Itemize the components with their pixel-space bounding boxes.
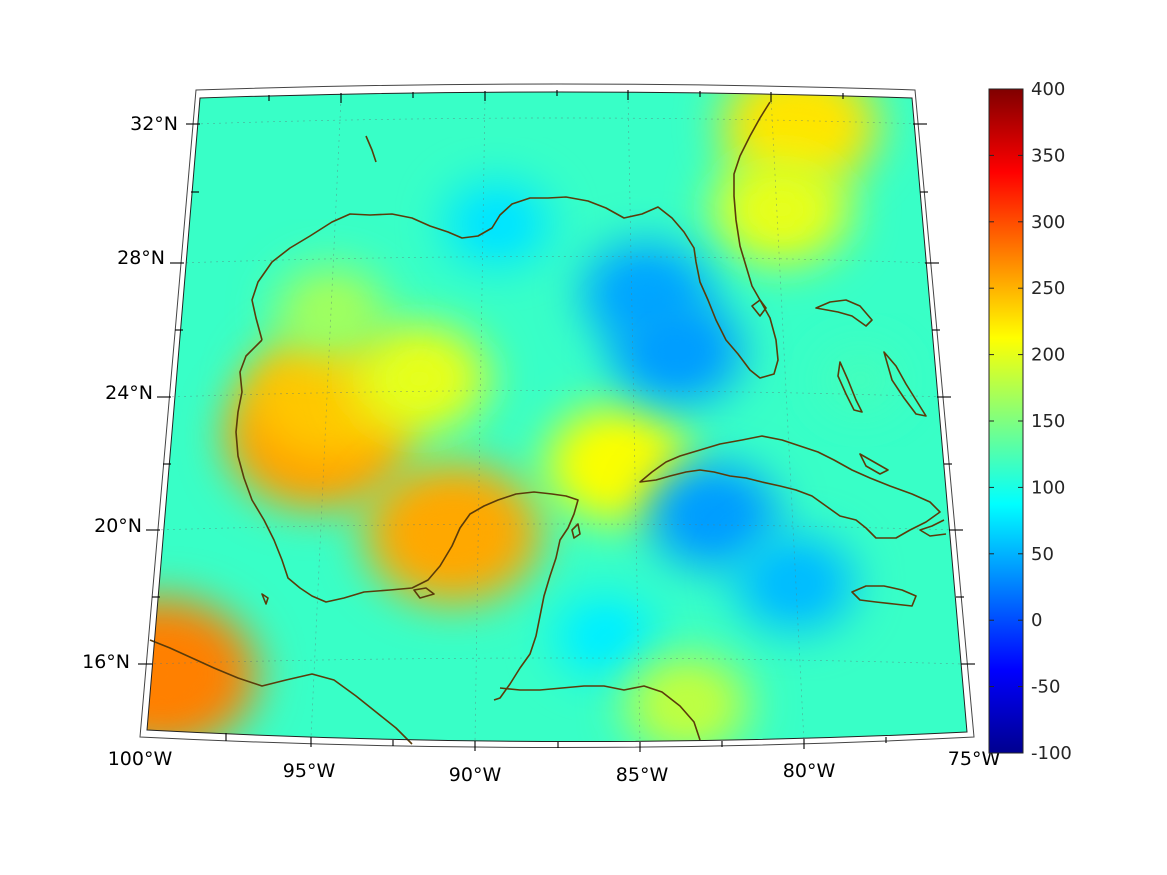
colorbar-tick-label: 50: [1031, 544, 1054, 565]
heatmap-anomaly-core-10: [654, 331, 701, 372]
colorbar-tick-label: 350: [1031, 145, 1065, 166]
mexico-gulf-coastline: [235, 339, 579, 701]
heatmap-anomalies: [147, 92, 903, 742]
colorbar-gradient: [989, 89, 1023, 753]
small-islands: [261, 135, 435, 605]
jamaica-coastline: [851, 585, 917, 607]
colorbar-tick-label: 100: [1031, 477, 1065, 498]
map-frame: [139, 83, 975, 748]
lon-label-100w: 100°W: [108, 748, 173, 770]
bahamas-coastline: [815, 299, 927, 475]
heatmap-anomaly-core-3: [147, 645, 196, 703]
longitude-frame-ticks: [225, 90, 887, 752]
heatmap-anomaly-core-12: [773, 564, 817, 602]
colorbar-tick-label: 250: [1031, 278, 1065, 299]
lat-label-32n: 32°N: [130, 113, 178, 135]
heatmap-anomaly-core-15: [665, 685, 710, 724]
cuba-coastline: [639, 435, 941, 539]
lat-label-20n: 20°N: [94, 515, 142, 537]
pacific-coastline: [149, 639, 413, 745]
colorbar-tick-label: 200: [1031, 345, 1065, 366]
longitude-labels: 100°W 95°W 90°W 85°W 80°W 75°W: [108, 748, 1001, 786]
colorbar-tick-label: 400: [1031, 79, 1065, 100]
lon-label-75w: 75°W: [948, 748, 1001, 770]
lat-label-16n: 16°N: [82, 651, 130, 673]
heatmap-anomaly-core-14: [586, 620, 624, 652]
colorbar-tick-label: -50: [1031, 677, 1060, 698]
graticule: [147, 94, 963, 745]
coastlines: [149, 101, 947, 745]
heatmap-anomaly-core-11: [690, 495, 737, 536]
heatmap-anomaly-core-13: [478, 207, 517, 240]
hispaniola-coastline: [919, 519, 947, 537]
colorbar-tick-label: 0: [1031, 610, 1042, 631]
lat-label-28n: 28°N: [117, 247, 165, 269]
colorbar: 400 350 300 250 200 150 100 50 0 -50 -100: [988, 79, 1072, 764]
colorbar-tick-label: -100: [1031, 743, 1072, 764]
central-america-coastline: [499, 685, 701, 741]
lat-label-24n: 24°N: [105, 382, 153, 404]
heatmap-anomaly-core-4: [395, 357, 445, 400]
lon-label-85w: 85°W: [616, 764, 669, 786]
cozumel-island: [571, 523, 581, 539]
heatmap-anomaly-core-8: [757, 188, 807, 231]
heatmap-anomaly-core-7: [772, 101, 828, 149]
colorbar-tick-label: 300: [1031, 212, 1065, 233]
lon-label-95w: 95°W: [283, 760, 336, 782]
colorbar-ticks: 400 350 300 250 200 150 100 50 0 -50 -100: [989, 79, 1072, 764]
heatmap-anomaly-core-6: [592, 442, 645, 487]
latitude-frame-ticks: [138, 123, 975, 665]
lon-label-90w: 90°W: [449, 764, 502, 786]
heatmap-anomaly-core-5: [311, 294, 352, 329]
lon-label-80w: 80°W: [783, 760, 836, 782]
heatmap-anomaly-core-1: [301, 371, 360, 422]
colorbar-tick-label: 150: [1031, 411, 1065, 432]
heatmap-anomaly-core-2: [421, 506, 485, 560]
gulf-north-coastline: [251, 101, 779, 379]
heatmap-anomaly-core-16: [845, 367, 876, 393]
heatmap-field: [147, 92, 967, 742]
lake-okeechobee: [751, 299, 767, 317]
latitude-labels: 32°N 28°N 24°N 20°N 16°N: [82, 113, 178, 673]
